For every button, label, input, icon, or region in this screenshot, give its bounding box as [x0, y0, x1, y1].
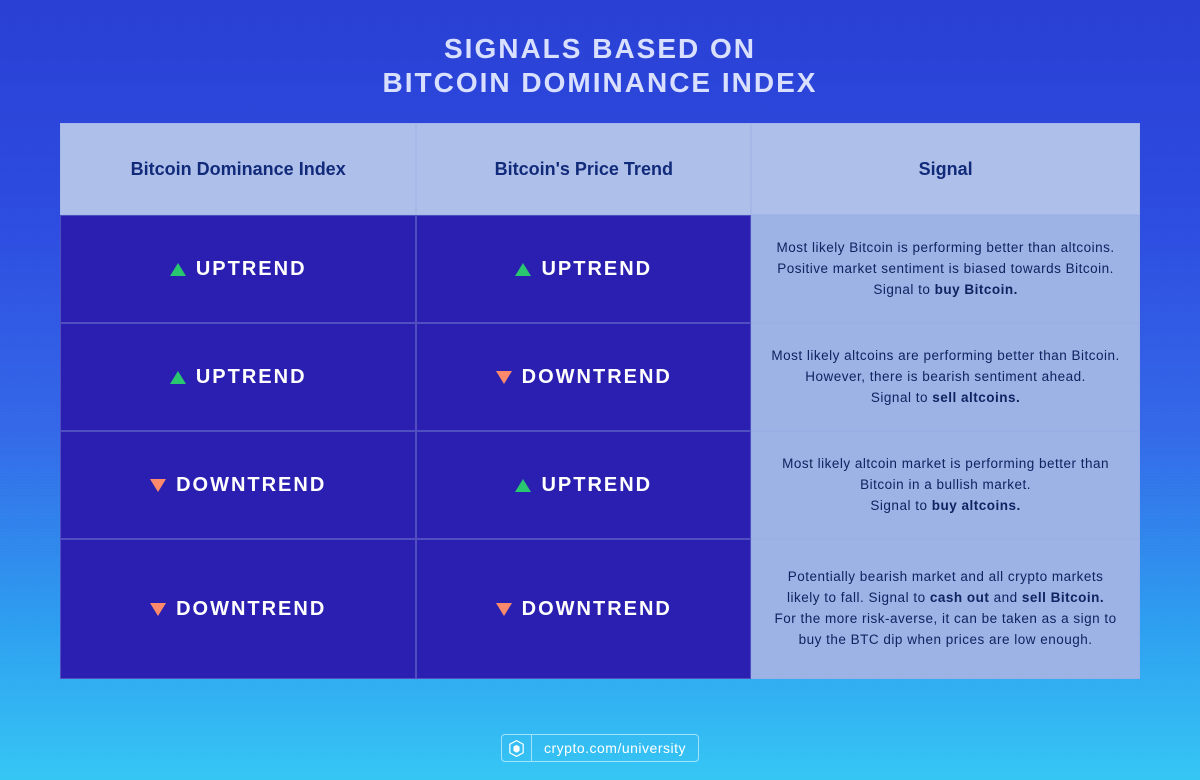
up-triangle-icon — [515, 479, 531, 492]
table-row: DOWNTREND UPTREND Most likely altcoin ma… — [60, 431, 1140, 539]
source-text: crypto.com/university — [532, 735, 698, 761]
table-row: UPTREND DOWNTREND Most likely altcoins a… — [60, 323, 1140, 431]
price-cell: DOWNTREND — [416, 539, 751, 679]
trend-label: UPTREND — [196, 258, 307, 281]
table-row: UPTREND UPTREND Most likely Bitcoin is p… — [60, 215, 1140, 323]
dominance-cell: DOWNTREND — [60, 539, 416, 679]
down-triangle-icon — [150, 603, 166, 616]
signal-cell: Most likely altcoin market is performing… — [751, 431, 1140, 539]
dominance-cell: DOWNTREND — [60, 431, 416, 539]
footer: crypto.com/university — [0, 734, 1200, 762]
down-triangle-icon — [496, 603, 512, 616]
dominance-cell: UPTREND — [60, 215, 416, 323]
col-header-dominance: Bitcoin Dominance Index — [60, 123, 416, 215]
title-line-1: SIGNALS BASED ON — [444, 33, 756, 64]
table-row: DOWNTREND DOWNTREND Potentially bearish … — [60, 539, 1140, 679]
trend-label: DOWNTREND — [176, 474, 326, 497]
table-header-row: Bitcoin Dominance Index Bitcoin's Price … — [60, 123, 1140, 215]
signal-cell: Most likely altcoins are performing bett… — [751, 323, 1140, 431]
col-header-signal: Signal — [751, 123, 1140, 215]
infographic-container: SIGNALS BASED ON BITCOIN DOMINANCE INDEX… — [0, 0, 1200, 679]
col-header-price: Bitcoin's Price Trend — [416, 123, 751, 215]
signal-cell: Potentially bearish market and all crypt… — [751, 539, 1140, 679]
dominance-cell: UPTREND — [60, 323, 416, 431]
up-triangle-icon — [515, 263, 531, 276]
down-triangle-icon — [496, 371, 512, 384]
price-cell: UPTREND — [416, 431, 751, 539]
trend-label: UPTREND — [196, 366, 307, 389]
price-cell: DOWNTREND — [416, 323, 751, 431]
crypto-com-hex-icon — [502, 735, 532, 761]
up-triangle-icon — [170, 263, 186, 276]
trend-label: UPTREND — [541, 258, 652, 281]
trend-label: DOWNTREND — [522, 366, 672, 389]
trend-label: DOWNTREND — [176, 598, 326, 621]
source-badge: crypto.com/university — [501, 734, 699, 762]
title-line-2: BITCOIN DOMINANCE INDEX — [383, 67, 818, 98]
trend-label: DOWNTREND — [522, 598, 672, 621]
down-triangle-icon — [150, 479, 166, 492]
signals-table: Bitcoin Dominance Index Bitcoin's Price … — [60, 123, 1140, 679]
trend-label: UPTREND — [541, 474, 652, 497]
signal-cell: Most likely Bitcoin is performing better… — [751, 215, 1140, 323]
price-cell: UPTREND — [416, 215, 751, 323]
up-triangle-icon — [170, 371, 186, 384]
page-title: SIGNALS BASED ON BITCOIN DOMINANCE INDEX — [60, 32, 1140, 99]
